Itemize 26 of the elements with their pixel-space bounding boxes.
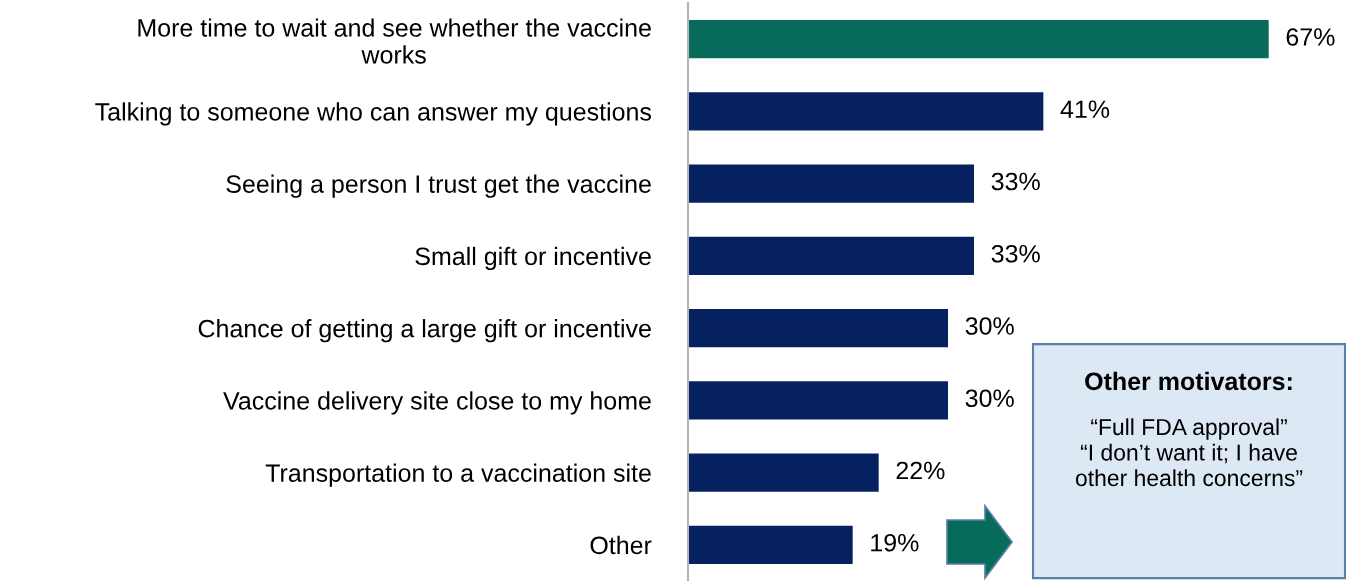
y-tick-label: Talking to someone who can answer my questions (95, 102, 652, 126)
data-label: 67% (1286, 28, 1335, 46)
bar (688, 381, 949, 420)
data-label: 22% (896, 461, 945, 480)
bar (688, 236, 975, 276)
bar (688, 525, 853, 565)
data-label: 30% (965, 317, 1014, 335)
y-tick-label: Vaccine delivery site close to my home (223, 391, 651, 415)
bar (688, 164, 975, 203)
data-label: 33% (991, 244, 1040, 263)
data-label: 33% (991, 172, 1040, 191)
y-tick-label: Other (590, 535, 652, 555)
bar (688, 308, 949, 348)
data-label: 41% (1060, 100, 1110, 118)
y-tick-label: Small gift or incentive (415, 246, 651, 271)
bar (688, 453, 879, 492)
y-tick-label: More time to wait and see whether the vaccine works (138, 18, 651, 64)
y-tick-label: Seeing a person I trust get the vaccine (226, 174, 651, 198)
annotation: “Full FDA approval” “I don’t want it; I have other health concerns” (1075, 418, 1303, 487)
bar (688, 19, 1269, 59)
y-tick-label: Transportation to a vaccination site (265, 463, 651, 487)
data-label: 30% (965, 389, 1014, 408)
y-tick-label: Chance of getting a large gift or incentive (198, 319, 651, 343)
bar (688, 92, 1044, 131)
data-label: 19% (871, 533, 919, 552)
annotation: Other motivators: (1085, 371, 1292, 391)
